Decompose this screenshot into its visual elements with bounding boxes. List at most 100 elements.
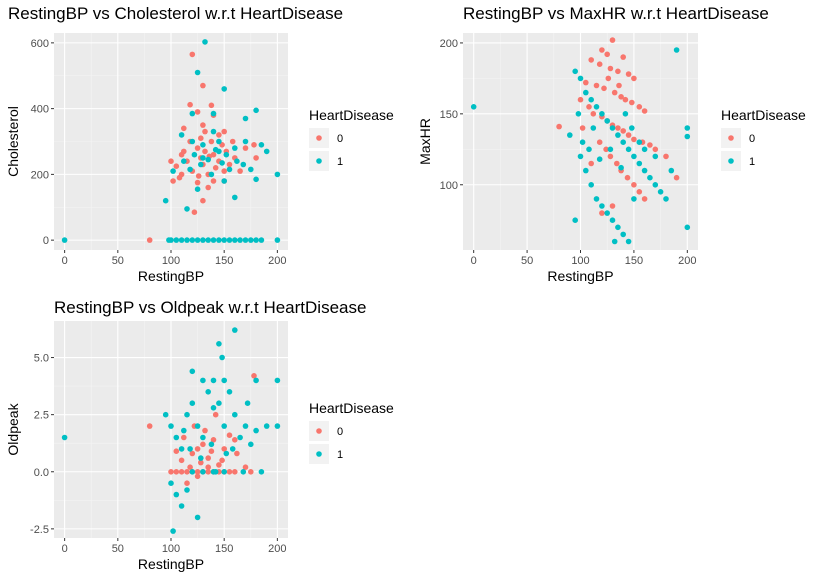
data-point — [194, 145, 201, 151]
data-point — [221, 377, 227, 384]
chart-2: RestingBP vs MaxHR w.r.t HeartDisease 0 50… — [417, 4, 806, 284]
legend: HeartDisease 0 1 — [721, 107, 806, 171]
y-tick-label: 150 — [440, 109, 458, 121]
data-point — [170, 178, 176, 184]
data-point — [200, 237, 206, 243]
data-point — [605, 75, 612, 82]
y-tick-label: 0 — [43, 235, 49, 247]
data-point — [248, 166, 254, 173]
data-point — [240, 161, 247, 168]
x-tick-label: 50 — [112, 543, 124, 555]
data-point — [641, 196, 648, 202]
data-point — [226, 432, 233, 439]
data-point — [187, 464, 193, 471]
data-point — [181, 125, 187, 132]
data-point — [607, 146, 614, 153]
data-point — [603, 146, 609, 153]
y-tick-label: 400 — [31, 104, 49, 116]
legend-swatch — [728, 158, 734, 164]
data-point — [194, 109, 201, 115]
x-axis-label: RestingBP — [138, 268, 204, 284]
data-point — [170, 528, 176, 534]
data-point — [636, 189, 643, 195]
data-point — [210, 110, 217, 117]
data-point — [208, 171, 215, 178]
data-point — [629, 99, 635, 106]
data-point — [599, 210, 605, 216]
data-point — [178, 132, 185, 138]
data-point — [221, 168, 227, 174]
data-point — [248, 441, 254, 448]
data-point — [631, 182, 637, 188]
data-point — [61, 434, 68, 441]
y-tick-label: 2.5 — [34, 410, 49, 422]
data-point — [607, 65, 614, 72]
data-point — [596, 156, 603, 162]
legend-swatch — [316, 428, 322, 434]
data-point — [184, 487, 190, 493]
chart-title: RestingBP vs Oldpeak w.r.t HeartDisease — [54, 298, 366, 317]
data-point — [194, 179, 201, 186]
data-point — [198, 135, 204, 141]
data-point — [684, 125, 691, 131]
data-point — [168, 469, 174, 475]
data-point — [208, 102, 215, 109]
data-point — [622, 96, 629, 103]
data-point — [577, 153, 584, 160]
data-point — [609, 125, 616, 131]
data-point — [146, 423, 153, 429]
data-point — [200, 82, 206, 89]
data-point — [181, 158, 187, 164]
x-tick-label: 100 — [571, 255, 589, 267]
y-axis-label: Oldpeak — [5, 402, 21, 455]
data-point — [583, 167, 589, 174]
data-point — [162, 197, 169, 204]
data-point — [146, 237, 153, 243]
data-point — [210, 151, 217, 158]
data-point — [194, 469, 201, 475]
data-point — [187, 446, 193, 452]
data-point — [178, 237, 185, 243]
legend-swatch — [728, 135, 734, 141]
data-point — [242, 464, 249, 471]
x-tick-label: 0 — [62, 255, 68, 267]
data-point — [173, 448, 180, 455]
legend-label: 0 — [337, 133, 343, 145]
data-point — [622, 111, 629, 117]
data-point — [593, 82, 600, 89]
data-point — [586, 146, 592, 153]
y-axis-label: MaxHR — [417, 118, 433, 165]
data-point — [248, 469, 254, 475]
data-point — [189, 400, 196, 407]
legend-label: 1 — [749, 156, 755, 168]
data-point — [210, 128, 217, 135]
data-point — [620, 54, 626, 60]
y-tick-label: 100 — [440, 180, 458, 192]
data-point — [194, 473, 201, 480]
data-point — [208, 138, 215, 145]
data-point — [556, 123, 562, 130]
data-point — [274, 423, 281, 429]
legend-title: HeartDisease — [309, 107, 394, 123]
data-point — [221, 237, 227, 243]
data-point — [609, 203, 616, 209]
x-tick-label: 200 — [268, 543, 286, 555]
data-point — [184, 206, 190, 212]
data-point — [216, 138, 222, 145]
data-point — [205, 237, 211, 243]
data-point — [191, 209, 198, 215]
data-point — [189, 368, 196, 375]
data-point — [590, 125, 597, 131]
data-point — [216, 462, 222, 468]
data-point — [673, 47, 680, 53]
data-point — [579, 125, 586, 131]
data-point — [572, 217, 578, 223]
data-point — [221, 128, 227, 135]
data-point — [168, 423, 174, 429]
data-point — [210, 237, 217, 243]
y-tick-label: -2.5 — [30, 524, 49, 536]
data-point — [615, 125, 621, 131]
data-point — [221, 446, 227, 452]
data-point — [216, 148, 222, 155]
data-point — [202, 39, 208, 45]
